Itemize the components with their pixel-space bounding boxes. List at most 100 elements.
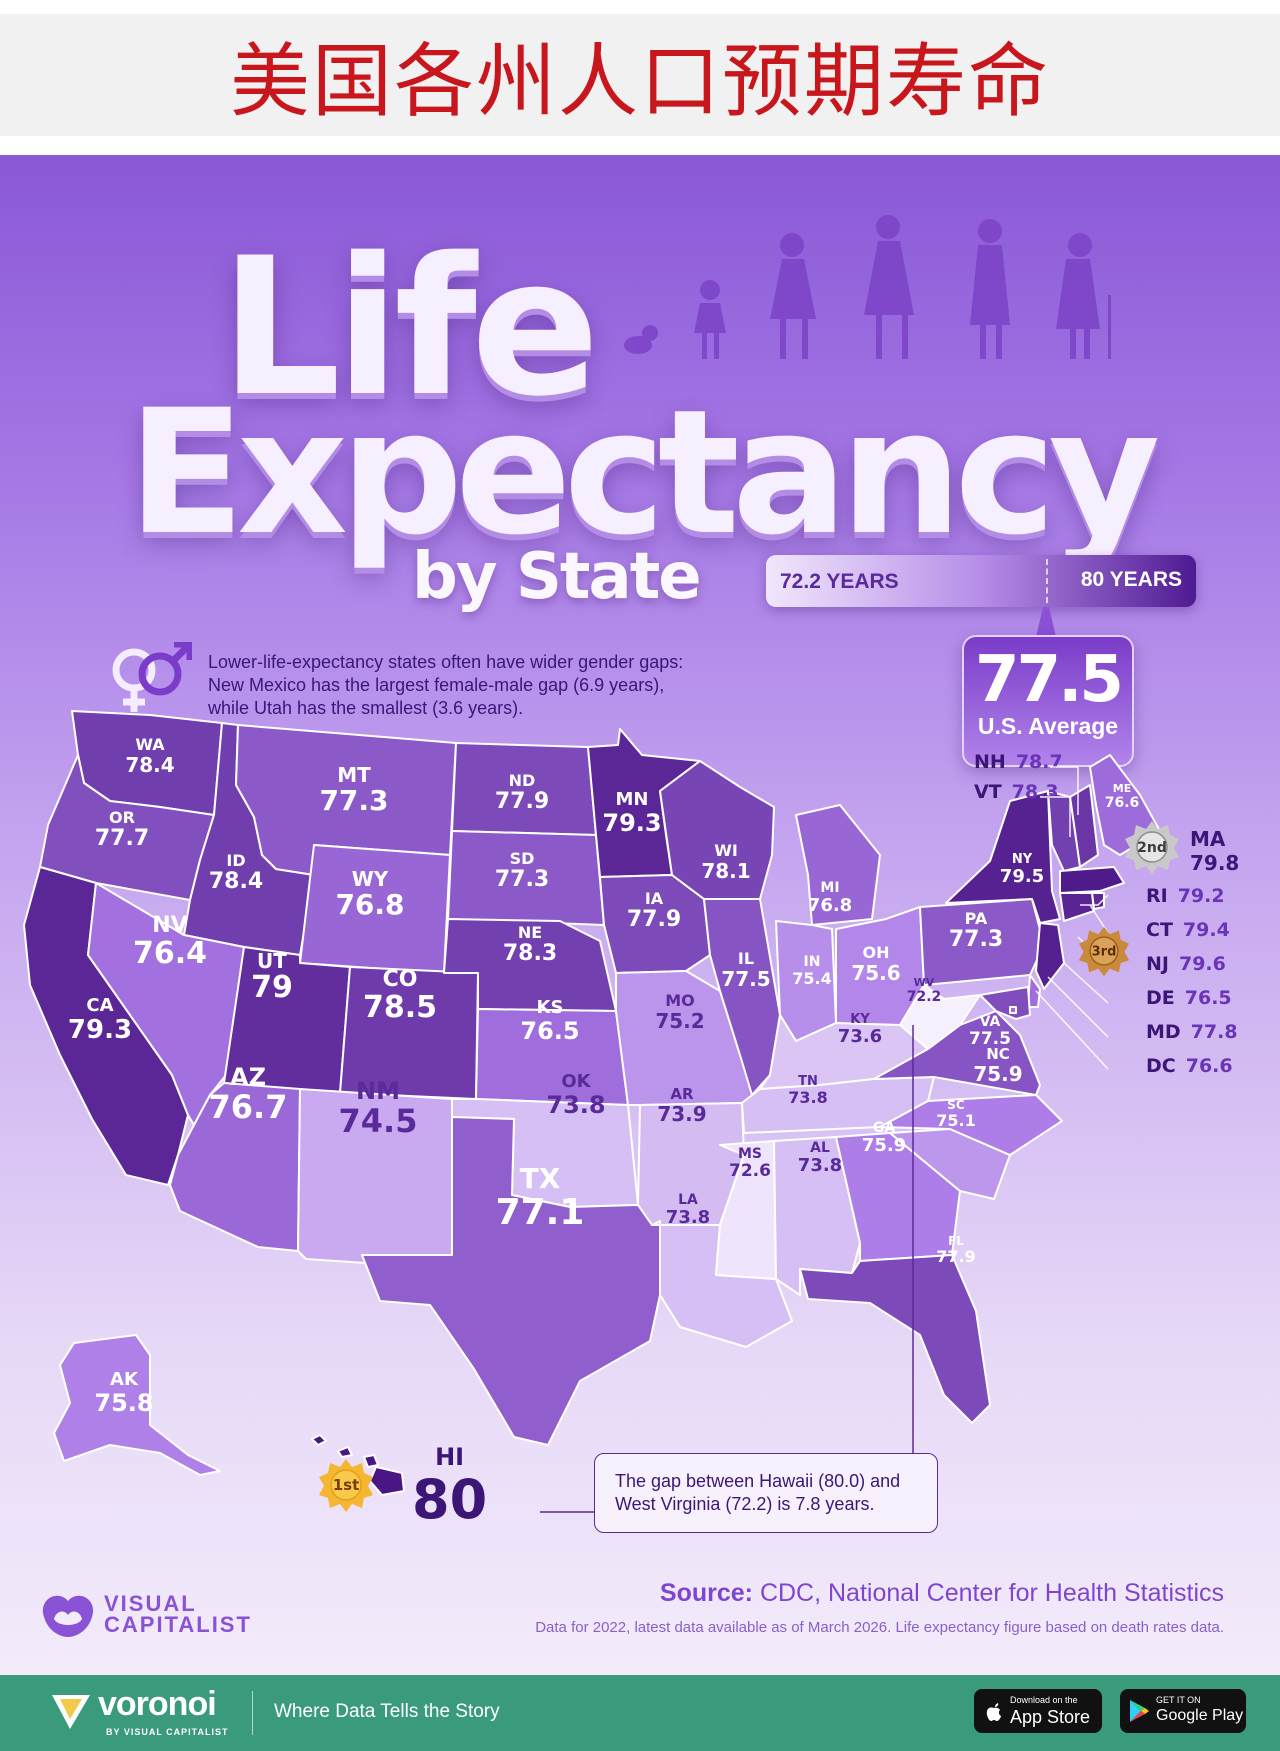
- state-label-fl: FL 77.9: [936, 1235, 975, 1265]
- infographic: Life Expectancy by State 72.2 YEARS 80 Y…: [0, 155, 1280, 1675]
- state-value: 78.1: [701, 859, 751, 883]
- title-line-1: Life: [220, 217, 600, 438]
- state-label-ut: UT 79: [251, 951, 293, 1003]
- state-abbr: FL: [948, 1234, 964, 1248]
- side-label-md: MD 77.8: [1146, 1021, 1238, 1043]
- state-abbr: CA: [86, 995, 114, 1016]
- state-label-sd: SD 77.3: [495, 851, 549, 891]
- us-average-callout: 77.5 U.S. Average: [962, 635, 1134, 767]
- state-abbr: AZ: [230, 1063, 266, 1091]
- state-value: 75.8: [94, 1389, 154, 1417]
- state-abbr: GA: [872, 1120, 896, 1136]
- state-label-nv: NV 76.4: [133, 915, 207, 969]
- state-shape-fl: [799, 1254, 991, 1424]
- state-shape-ak: [53, 1334, 221, 1476]
- state-abbr: NC: [986, 1045, 1010, 1063]
- state-label-ak: AK 75.8: [94, 1369, 154, 1417]
- state-label-ms: MS 72.6: [729, 1147, 771, 1180]
- state-label-wa: WA 78.4: [125, 735, 174, 776]
- state-label-va: VA 77.5: [969, 1015, 1011, 1048]
- state-abbr: AK: [110, 1369, 138, 1390]
- state-shape-vt: [1047, 790, 1081, 872]
- side-label-ct: CT 79.4: [1146, 919, 1230, 941]
- rank-1st-text: 1st: [333, 1476, 360, 1494]
- state-shape-mi: [795, 804, 881, 926]
- state-abbr: MA: [1190, 827, 1226, 851]
- state-label-il: IL 77.5: [721, 949, 771, 991]
- title-line-3: by State: [412, 540, 702, 614]
- state-value: 75.9: [861, 1135, 907, 1156]
- state-label-al: AL 73.8: [798, 1141, 842, 1175]
- state-value: 79: [251, 970, 293, 1005]
- state-abbr: ME: [1112, 782, 1132, 795]
- state-abbr: OR: [109, 808, 135, 827]
- gender-gap-note: Lower-life-expectancy states often have …: [208, 651, 768, 720]
- state-abbr: ID: [226, 851, 246, 870]
- source-line: Source: CDC, National Center for Health …: [660, 1579, 1224, 1608]
- source-label: Source:: [659, 1579, 753, 1607]
- side-label-ri: RI 79.2: [1146, 885, 1225, 907]
- gender-symbols-icon: [112, 642, 192, 712]
- state-label-pa: PA 77.3: [949, 911, 1003, 951]
- state-value: 77.3: [319, 784, 389, 817]
- footer-bar: voronoi BY VISUAL CAPITALIST Where Data …: [0, 1675, 1280, 1751]
- state-value: 72.2: [906, 989, 942, 1005]
- state-label-la: LA 73.8: [666, 1193, 710, 1227]
- app-store-button[interactable]: Download on the App Store: [974, 1689, 1102, 1733]
- state-value: 75.2: [655, 1009, 705, 1033]
- visual-capitalist-logo-icon: [42, 1595, 94, 1637]
- footer-tagline: Where Data Tells the Story: [274, 1701, 500, 1722]
- state-value: 73.8: [665, 1207, 711, 1228]
- google-play-icon: [1130, 1700, 1149, 1722]
- rank-2nd-badge-icon: 2nd: [1125, 821, 1179, 874]
- state-value: 79.3: [67, 1015, 133, 1045]
- state-label-me: ME 76.6: [1105, 783, 1140, 810]
- state-abbr: AR: [670, 1085, 694, 1103]
- state-label-ga: GA 75.9: [862, 1121, 906, 1155]
- state-abbr: AL: [810, 1140, 830, 1156]
- state-value: 79.8: [1190, 851, 1240, 875]
- side-label-de: DE 76.5: [1146, 987, 1232, 1009]
- state-value: 73.8: [546, 1091, 606, 1119]
- gap-callout-line: The gap between Hawaii (80.0) and: [615, 1471, 901, 1491]
- state-value: 77.5: [969, 1029, 1011, 1049]
- hawaii-value: 80: [412, 1468, 488, 1531]
- state-shape-ny: [945, 790, 1061, 924]
- scale-min-label: 72.2 YEARS: [780, 570, 899, 593]
- state-value: 77.5: [721, 967, 771, 991]
- state-abbr: OH: [862, 943, 890, 962]
- state-label-sc: SC 75.1: [936, 1099, 975, 1129]
- state-label-ar: AR 73.9: [657, 1085, 707, 1126]
- state-abbr: IL: [737, 949, 755, 968]
- state-abbr: CO: [382, 967, 418, 992]
- state-abbr: TN: [798, 1074, 818, 1089]
- state-value: 73.9: [657, 1102, 707, 1126]
- state-abbr: OK: [561, 1071, 591, 1092]
- state-abbr: DC: [1146, 1055, 1176, 1077]
- state-shape-tx: [361, 1116, 661, 1446]
- rank-3rd-text: 3rd: [1092, 945, 1117, 960]
- banner: 美国各州人口预期寿命: [0, 0, 1280, 155]
- state-value: 79.6: [1178, 953, 1226, 975]
- state-label-in: IN 75.4: [792, 955, 831, 987]
- state-abbr: IA: [644, 889, 664, 908]
- state-value: 77.8: [1190, 1021, 1238, 1043]
- gender-note-line: Lower-life-expectancy states often have …: [208, 652, 684, 672]
- state-value: 77.9: [936, 1247, 976, 1266]
- state-abbr: WY: [351, 867, 389, 891]
- state-abbr: WA: [135, 735, 165, 754]
- google-play-button[interactable]: GET IT ON Google Play: [1120, 1689, 1246, 1733]
- state-value: 77.3: [494, 867, 550, 892]
- state-value: 73.6: [837, 1026, 883, 1047]
- state-label-mo: MO 75.2: [655, 993, 705, 1033]
- gender-note-line: while Utah has the smallest (3.6 years).: [208, 698, 524, 718]
- rank-1st-badge-icon: 1st: [319, 1459, 373, 1512]
- state-label-ky: KY 73.6: [838, 1013, 882, 1046]
- visual-capitalist-wordmark: VISUAL CAPITALIST: [104, 1593, 252, 1636]
- state-abbr: LA: [678, 1192, 698, 1208]
- leader-lines: [540, 766, 1109, 1513]
- state-label-ne: NE 78.3: [503, 925, 557, 965]
- state-value: 76.5: [520, 1017, 580, 1045]
- state-value: 75.1: [936, 1111, 976, 1130]
- state-label-wv: WV 72.2: [907, 977, 942, 1004]
